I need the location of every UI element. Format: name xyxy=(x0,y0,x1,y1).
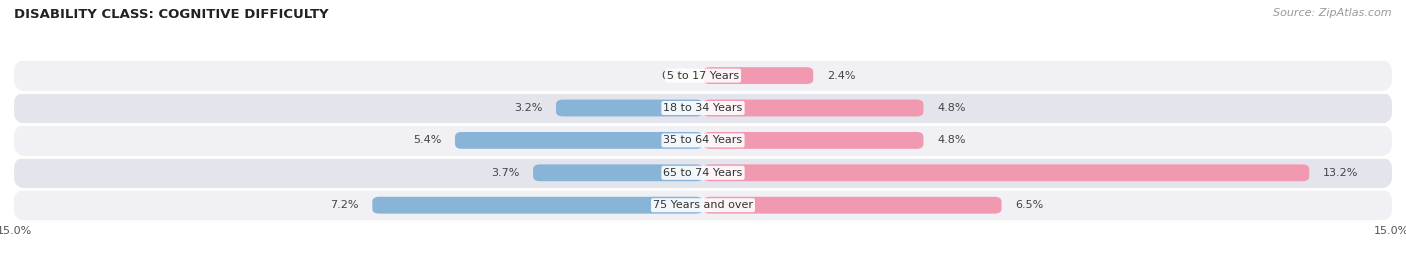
FancyBboxPatch shape xyxy=(703,132,924,149)
FancyBboxPatch shape xyxy=(555,100,703,116)
Text: 18 to 34 Years: 18 to 34 Years xyxy=(664,103,742,113)
FancyBboxPatch shape xyxy=(703,100,924,116)
Text: 13.2%: 13.2% xyxy=(1323,168,1358,178)
FancyBboxPatch shape xyxy=(14,189,1392,221)
Text: 3.2%: 3.2% xyxy=(513,103,543,113)
FancyBboxPatch shape xyxy=(14,59,1392,92)
Text: 3.7%: 3.7% xyxy=(491,168,519,178)
Text: DISABILITY CLASS: COGNITIVE DIFFICULTY: DISABILITY CLASS: COGNITIVE DIFFICULTY xyxy=(14,8,329,21)
FancyBboxPatch shape xyxy=(14,92,1392,124)
FancyBboxPatch shape xyxy=(14,157,1392,189)
Text: 35 to 64 Years: 35 to 64 Years xyxy=(664,135,742,146)
FancyBboxPatch shape xyxy=(14,124,1392,157)
FancyBboxPatch shape xyxy=(703,67,813,84)
Text: 6.5%: 6.5% xyxy=(1015,200,1043,210)
FancyBboxPatch shape xyxy=(703,197,1001,214)
Text: Source: ZipAtlas.com: Source: ZipAtlas.com xyxy=(1274,8,1392,18)
Text: 4.8%: 4.8% xyxy=(938,103,966,113)
Text: 0.0%: 0.0% xyxy=(661,70,689,81)
Text: 65 to 74 Years: 65 to 74 Years xyxy=(664,168,742,178)
FancyBboxPatch shape xyxy=(533,164,703,181)
Text: 4.8%: 4.8% xyxy=(938,135,966,146)
Text: 75 Years and over: 75 Years and over xyxy=(652,200,754,210)
FancyBboxPatch shape xyxy=(456,132,703,149)
Text: 2.4%: 2.4% xyxy=(827,70,855,81)
Text: 7.2%: 7.2% xyxy=(330,200,359,210)
FancyBboxPatch shape xyxy=(703,164,1309,181)
Text: 5 to 17 Years: 5 to 17 Years xyxy=(666,70,740,81)
FancyBboxPatch shape xyxy=(373,197,703,214)
Text: 5.4%: 5.4% xyxy=(413,135,441,146)
